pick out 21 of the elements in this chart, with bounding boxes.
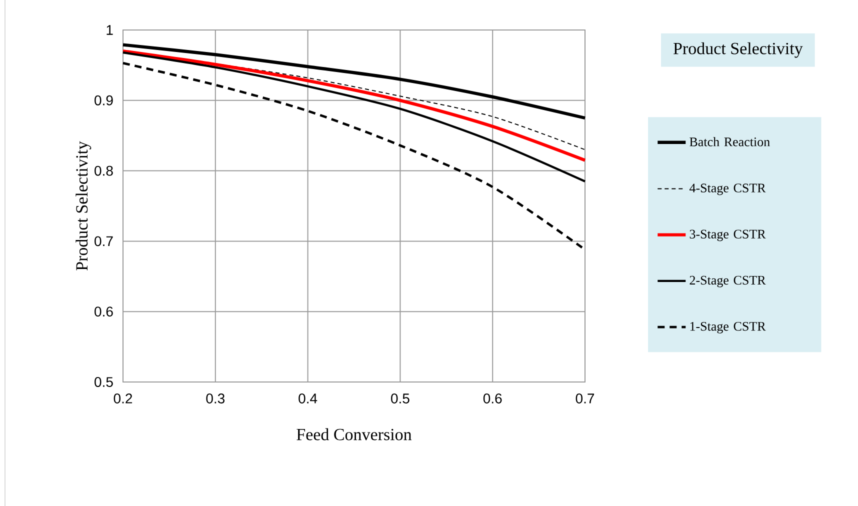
y-tick-label: 0.6 xyxy=(94,306,113,317)
legend-label: 2-Stage CSTR xyxy=(690,276,766,288)
x-tick-label: 0.6 xyxy=(483,394,502,404)
y-tick-label: 0.5 xyxy=(94,377,113,387)
legend-label: 1-Stage CSTR xyxy=(690,322,766,334)
y-tick-label: 1 xyxy=(106,25,113,35)
x-tick-label: 0.4 xyxy=(298,394,318,404)
legend-label: 4-Stage CSTR xyxy=(689,184,766,196)
x-tick-label: 0.5 xyxy=(391,394,410,404)
line-series xyxy=(121,43,587,120)
y-axis-title: Product Selectivity xyxy=(76,141,92,270)
x-tick-label: 0.3 xyxy=(206,394,225,404)
x-axis-title: Feed Conversion xyxy=(296,428,412,440)
y-tick-label: 0.8 xyxy=(94,166,113,176)
y-tick-label: 0.7 xyxy=(94,236,113,246)
x-tick-label: 0.2 xyxy=(114,394,132,404)
legend-label: Batch Reaction xyxy=(690,137,770,146)
x-tick-label: 0.7 xyxy=(576,394,594,404)
text: Product Selectivity xyxy=(673,42,803,58)
y-tick-label: 0.9 xyxy=(94,95,113,106)
legend-label: 3-Stage CSTR xyxy=(690,230,766,242)
